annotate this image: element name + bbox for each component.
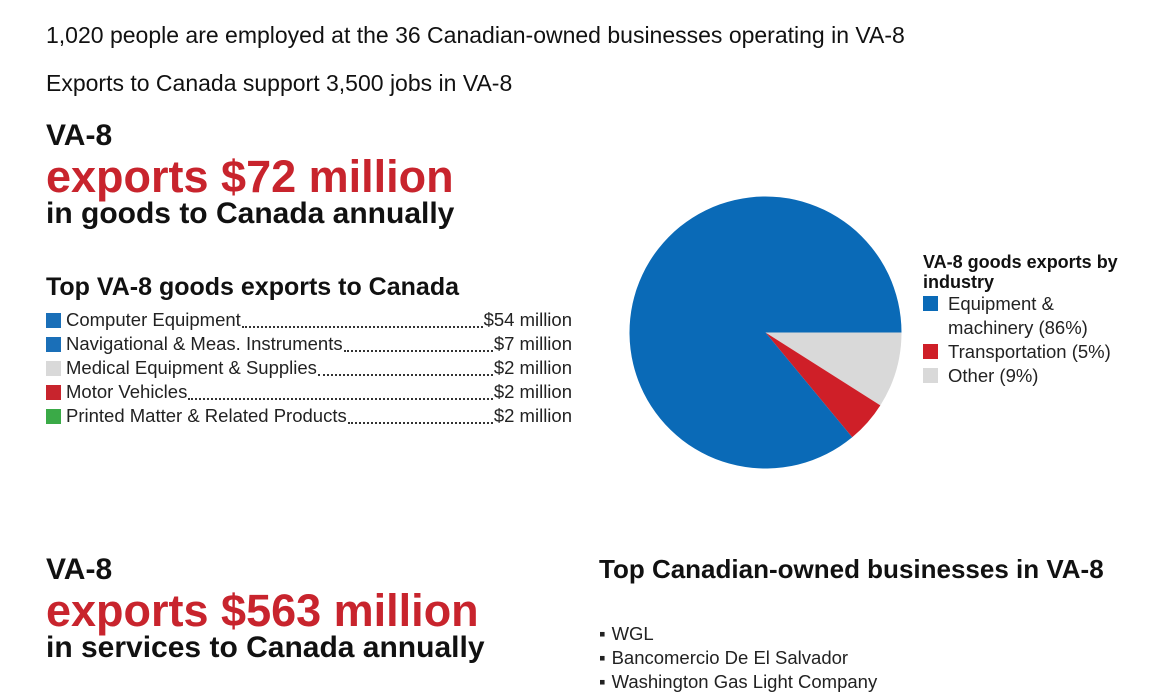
pie-legend: VA-8 goods exports by industry Equipment…: [923, 252, 1143, 388]
goods-item-value: $2 million: [493, 405, 572, 426]
goods-exports-pie-chart: [628, 195, 903, 470]
goods-export-subtitle: in goods to Canada annually: [46, 197, 455, 230]
legend-swatch: [923, 296, 938, 311]
goods-item-label: Motor Vehicles: [66, 381, 188, 402]
top-businesses-title: Top Canadian-owned businesses in VA-8: [599, 554, 1104, 584]
goods-item-value: $7 million: [493, 333, 572, 354]
business-name: Bancomercio De El Salvador: [611, 647, 849, 668]
dot-leader: [343, 350, 493, 352]
goods-item-value: $2 million: [493, 381, 572, 402]
dot-leader: [317, 374, 493, 376]
goods-item: Motor Vehicles $2 million: [46, 380, 572, 404]
goods-swatch: [46, 408, 61, 424]
pie-slice-transportation: [765, 332, 881, 438]
pie-chart-svg: [629, 196, 902, 469]
legend-item: Transportation (5%): [923, 340, 1143, 364]
legend-label: Transportation (5%): [948, 341, 1111, 362]
goods-swatch: [46, 336, 61, 352]
intro-employment-text: 1,020 people are employed at the 36 Cana…: [46, 22, 905, 48]
goods-swatch: [46, 384, 61, 400]
services-export-subtitle: in services to Canada annually: [46, 631, 485, 664]
pie-slice-other: [765, 332, 902, 406]
goods-export-amount: exports $72 million: [46, 151, 454, 202]
business-item: ▪ Bancomercio De El Salvador: [599, 646, 877, 670]
dot-leader: [188, 398, 493, 400]
bullet-icon: ▪: [599, 647, 606, 668]
goods-item-value: $54 million: [483, 309, 572, 330]
bullet-icon: ▪: [599, 671, 606, 692]
top-businesses-list: ▪ WGL ▪ Bancomercio De El Salvador ▪ Washin…: [599, 622, 877, 694]
business-name: Washington Gas Light Company: [611, 671, 878, 692]
business-item: ▪ WGL: [599, 622, 877, 646]
goods-item: Computer Equipment $54 million: [46, 308, 572, 332]
legend-item: Other (9%): [923, 364, 1143, 388]
dot-leader: [241, 326, 483, 328]
goods-item: Navigational & Meas. Instruments $7 mill…: [46, 332, 572, 356]
services-region-label: VA-8: [46, 553, 113, 586]
goods-item-label: Computer Equipment: [66, 309, 241, 330]
goods-region-label: VA-8: [46, 119, 113, 152]
goods-item-value: $2 million: [493, 357, 572, 378]
goods-swatch: [46, 312, 61, 328]
legend-item: Equipment & machinery (86%): [923, 292, 1143, 340]
dot-leader: [347, 422, 493, 424]
intro-jobs-text: Exports to Canada support 3,500 jobs in …: [46, 70, 513, 96]
business-name: WGL: [611, 623, 654, 644]
goods-item: Printed Matter & Related Products $2 mil…: [46, 404, 572, 428]
goods-item-label: Printed Matter & Related Products: [66, 405, 347, 426]
goods-swatch: [46, 360, 61, 376]
legend-swatch: [923, 368, 938, 383]
services-export-amount: exports $563 million: [46, 585, 479, 636]
legend-label: Other (9%): [948, 365, 1039, 386]
legend-swatch: [923, 344, 938, 359]
pie-slice-equipment: [629, 196, 902, 469]
legend-label: Equipment & machinery (86%): [948, 293, 1088, 338]
goods-item-label: Navigational & Meas. Instruments: [66, 333, 343, 354]
pie-legend-title: VA-8 goods exports by industry: [923, 252, 1118, 292]
goods-item: Medical Equipment & Supplies $2 million: [46, 356, 572, 380]
bullet-icon: ▪: [599, 623, 606, 644]
top-goods-title: Top VA-8 goods exports to Canada: [46, 273, 459, 301]
top-goods-list: Computer Equipment $54 million Navigatio…: [46, 308, 572, 428]
goods-item-label: Medical Equipment & Supplies: [66, 357, 317, 378]
business-item: ▪ Washington Gas Light Company: [599, 670, 877, 694]
